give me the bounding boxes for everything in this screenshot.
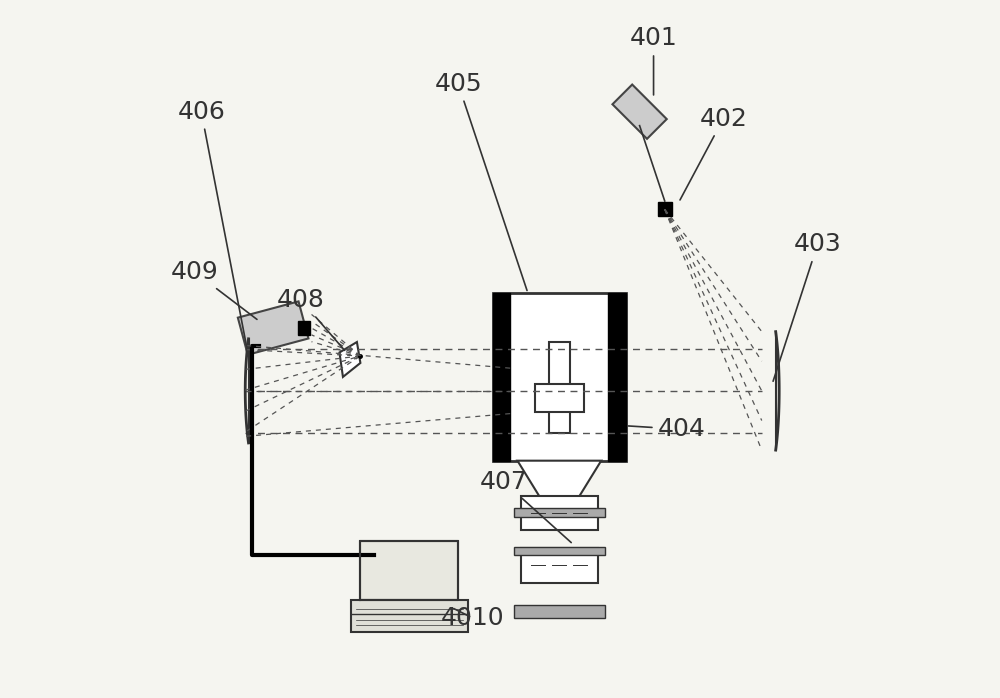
Text: 407: 407 [480,470,571,542]
Bar [608,293,626,461]
Text: 404: 404 [628,417,705,441]
Bar [549,342,570,433]
Text: 4010: 4010 [440,606,504,630]
Bar [521,548,598,583]
Text: 402: 402 [680,107,747,200]
Bar [612,84,667,139]
Bar [238,302,308,355]
Bar [351,600,468,632]
Bar [535,384,584,412]
Text: 405: 405 [434,72,527,290]
Text: 403: 403 [773,232,841,381]
Text: 408: 408 [277,288,345,350]
Bar [493,293,510,461]
Bar [360,541,458,600]
Bar [521,496,598,530]
Bar [514,605,605,618]
Bar [493,293,626,461]
Bar [514,547,605,555]
Polygon shape [517,461,601,506]
Bar [298,321,310,335]
Polygon shape [339,342,360,377]
Bar [658,202,672,216]
Text: 401: 401 [630,27,677,95]
Text: 406: 406 [177,100,247,347]
Text: 409: 409 [171,260,257,320]
Bar [514,508,605,517]
